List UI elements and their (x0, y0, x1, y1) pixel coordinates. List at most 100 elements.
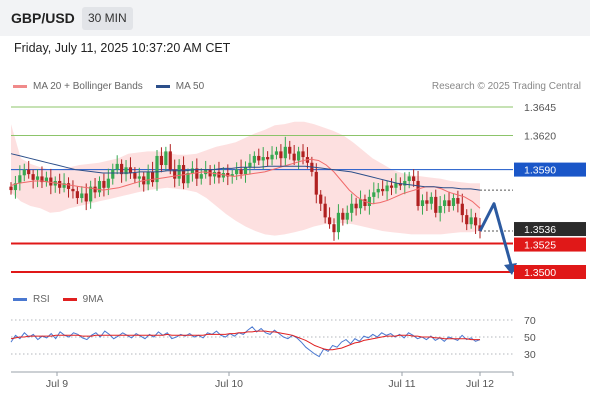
candle-body (190, 168, 195, 173)
candle-body (420, 200, 425, 206)
candle-body (323, 203, 327, 218)
candle-body (248, 162, 252, 168)
candle-body (473, 217, 478, 226)
legend-item-rsi: RSI (13, 294, 50, 305)
candle-body (89, 186, 93, 202)
candle-body (257, 155, 261, 161)
candle-body (398, 183, 402, 186)
legend-item-9ma: 9MA (62, 294, 104, 305)
candle-body (296, 151, 301, 161)
candle-body (416, 180, 420, 206)
candle-body (434, 196, 438, 213)
candle-body (301, 151, 305, 158)
candle-body (266, 157, 270, 160)
rsi-level-label-70: 70 (524, 315, 536, 327)
timestamp-label: Friday, July 11, 2025 10:37:20 AM CET (14, 41, 231, 55)
candle-body (381, 188, 385, 192)
candle-body (332, 224, 336, 233)
rsi-legend: RSI 9MA (13, 294, 116, 305)
legend-item-ma50: MA 50 (155, 81, 205, 92)
candle-body (186, 173, 190, 184)
candle-body (120, 163, 124, 175)
price-panel: 1.3645 1.3620 1.3590 1.3536 1.3525 1.3500 (9, 102, 586, 279)
legend-swatch-ma20 (13, 85, 27, 88)
candle-body (283, 146, 287, 159)
rsi-series-9ma (10, 330, 480, 351)
candle-body (27, 169, 31, 175)
candle-body (385, 185, 389, 192)
candle-body (9, 186, 13, 191)
candle-body (177, 165, 181, 179)
legend-label-ma50: MA 50 (175, 81, 205, 92)
candle-body (18, 175, 22, 184)
candle-body (327, 217, 332, 225)
candle-body (341, 212, 345, 220)
candle-body (159, 155, 164, 166)
candle-body (451, 198, 456, 206)
legend-swatch-rsi (13, 298, 27, 301)
price-tag-last-price (514, 222, 586, 237)
candle-body (292, 153, 296, 161)
candle-body (226, 173, 230, 177)
candle-body (358, 199, 363, 209)
rsi-panel: 70 50 30 (10, 315, 536, 361)
candle-body (376, 188, 380, 193)
candle-body (367, 196, 371, 206)
time-tick-label: Jul 9 (46, 378, 68, 390)
candle-body (350, 203, 354, 213)
candle-body (155, 155, 159, 183)
candle-body (465, 215, 469, 225)
candle-body (97, 180, 102, 193)
candle-body (13, 183, 18, 191)
candle-body (49, 177, 53, 186)
candle-body (447, 200, 451, 206)
candle-body (394, 183, 398, 188)
candle-body (239, 169, 243, 175)
price-legend: MA 20 + Bollinger Bands MA 50 (13, 81, 217, 92)
candle-body (217, 171, 221, 178)
legend-swatch-9ma (62, 298, 77, 301)
rsi-level-label-30: 30 (524, 349, 536, 361)
candle-body (372, 192, 376, 197)
candle-body (319, 194, 323, 204)
candle-body (274, 151, 279, 155)
legend-label-9ma: 9MA (82, 294, 104, 305)
timeframe-button[interactable]: 30 MIN (82, 7, 133, 30)
candle-body (168, 151, 172, 170)
chart-header: GBP/USD 30 MIN (0, 0, 590, 36)
time-tick-label: Jul 10 (215, 378, 243, 390)
candle-body (31, 174, 35, 180)
price-label-1.3525: 1.3525 (524, 240, 556, 252)
candle-body (456, 198, 460, 204)
candle-body (102, 180, 106, 188)
ma50-line (10, 153, 481, 191)
candle-body (40, 176, 44, 183)
legend-label-ma20: MA 20 + Bollinger Bands (33, 81, 143, 92)
candle-body (314, 171, 318, 195)
candle-body (62, 183, 66, 188)
price-label-1.3645: 1.3645 (524, 102, 556, 114)
candle-body (279, 151, 283, 159)
candle-body (137, 176, 141, 179)
candle-body (443, 200, 447, 206)
candle-body (469, 217, 473, 225)
price-tag-pivot (514, 162, 586, 177)
candle-body (199, 174, 203, 179)
candle-body (75, 191, 79, 199)
candle-body (230, 174, 234, 177)
time-tick-label: Jul 12 (466, 378, 494, 390)
candle-body (429, 196, 433, 204)
candle-body (66, 183, 71, 189)
price-label-1.3500: 1.3500 (524, 267, 556, 279)
candle-body (425, 200, 429, 204)
ma20-line (10, 158, 481, 209)
candle-body (106, 178, 110, 188)
candle-body (412, 176, 416, 181)
candle-body (44, 177, 48, 183)
candle-body (354, 203, 358, 209)
candle-body (407, 176, 411, 181)
candle-body (22, 169, 26, 176)
candle-body (336, 212, 341, 233)
legend-item-ma20: MA 20 + Bollinger Bands (13, 81, 143, 92)
candle-body (261, 157, 265, 161)
